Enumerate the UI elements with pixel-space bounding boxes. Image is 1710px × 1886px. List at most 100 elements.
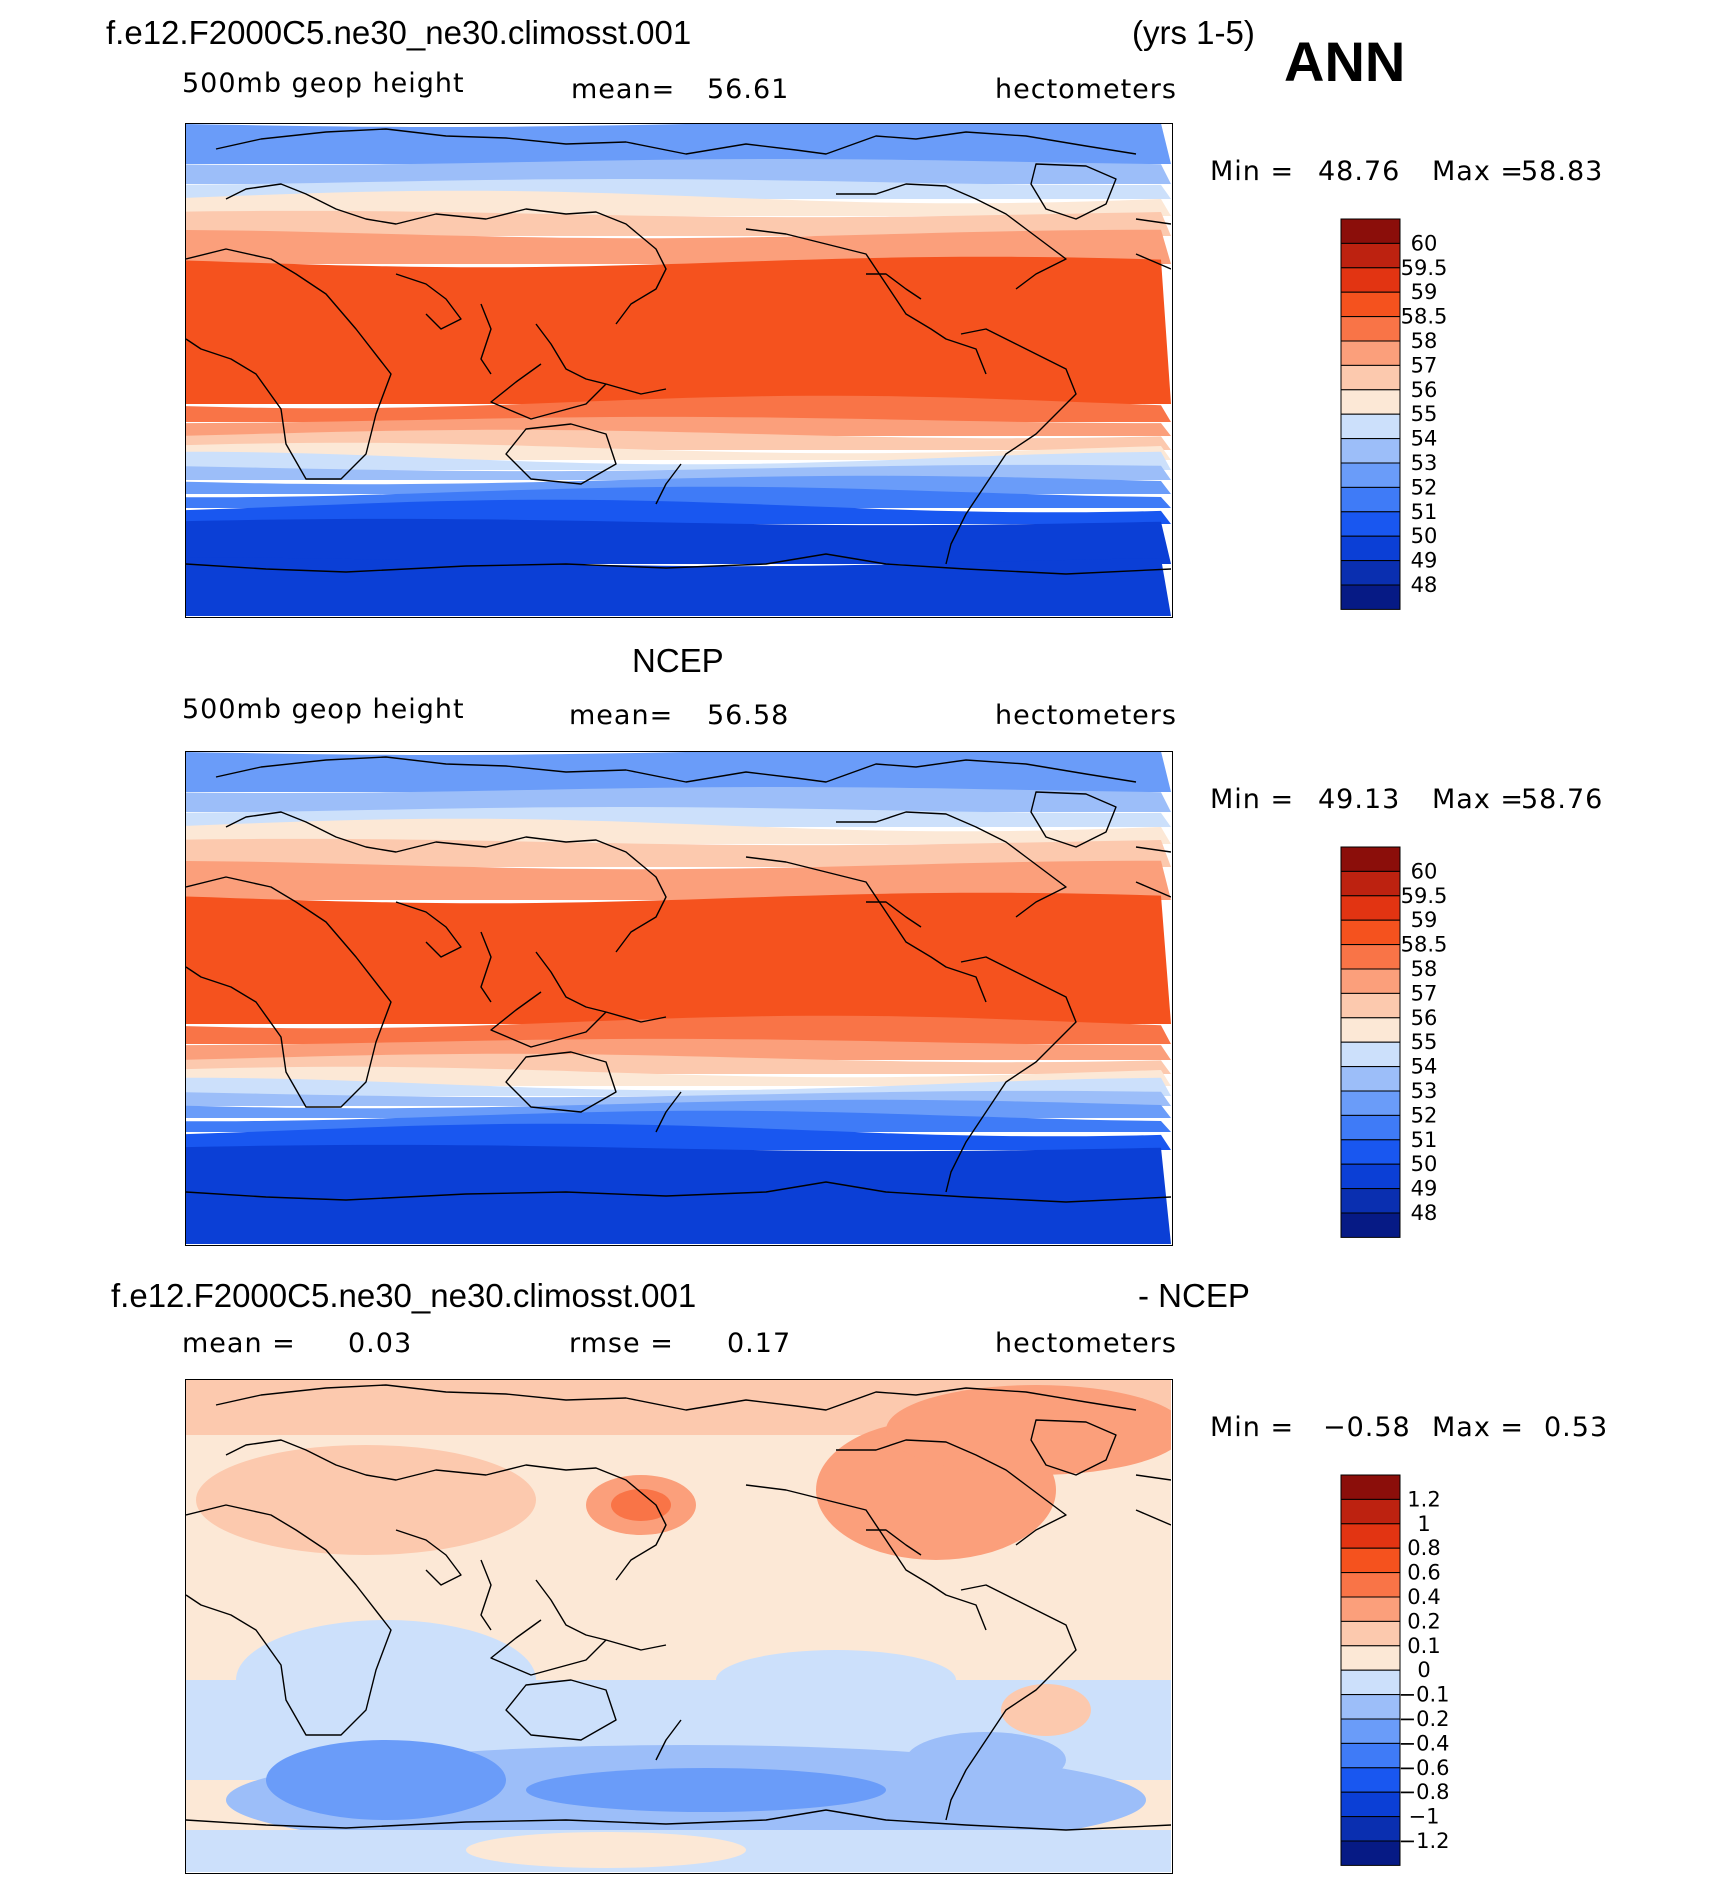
panel2-colorbar-label: 53	[1411, 1079, 1438, 1103]
panel3-min-value: −0.58	[1323, 1412, 1411, 1443]
panel2-mean-label: mean=	[569, 700, 674, 731]
panel1-colorbar-box-5	[1340, 340, 1401, 366]
panel3-rmse-value: 0.17	[727, 1328, 792, 1359]
panel3-colorbar-box-15	[1340, 1840, 1401, 1866]
panel2-colorbar-box-13	[1340, 1163, 1401, 1190]
panel3-field-region	[1001, 1684, 1091, 1736]
panel2-colorbar-box-0	[1340, 846, 1401, 872]
panel3-colorbar-box-8	[1340, 1669, 1401, 1696]
coastline-segment	[215, 1384, 1137, 1411]
panel1-colorbar-box-12	[1340, 511, 1401, 537]
panel3-colorbar-label: −1	[1409, 1805, 1440, 1829]
panel1-colorbar-label: 48	[1411, 573, 1438, 597]
panel3-min-label: Min =	[1210, 1412, 1295, 1443]
panel3-contour-map	[186, 1380, 1171, 1872]
panel1-colorbar-label: 49	[1411, 549, 1438, 573]
panel3-colorbar-label: 0	[1417, 1658, 1430, 1682]
panel3-mean-label: mean =	[182, 1328, 296, 1359]
panel2-colorbar-label: 58.5	[1401, 933, 1448, 957]
panel3-colorbar-label: 0.1	[1407, 1634, 1440, 1658]
years-label: (yrs 1-5)	[1132, 14, 1255, 51]
panel2-colorbar-box-8	[1340, 1041, 1401, 1068]
panel1-colorbar-label: 59	[1411, 280, 1438, 304]
coastline-segment	[655, 1091, 682, 1133]
coastline-segment	[535, 1579, 667, 1651]
coastline-segment	[945, 1584, 1077, 1821]
panel2-field-band	[186, 1077, 1171, 1096]
panel1-colorbar-box-13	[1340, 535, 1401, 562]
panel3-colorbar-box-2	[1340, 1523, 1401, 1549]
panel1-colorbar-label: 59.5	[1401, 256, 1448, 280]
panel1-mean-value: 56.61	[707, 74, 790, 105]
coastline-segment	[480, 931, 492, 1003]
coastline-segment	[186, 1181, 1171, 1203]
panel3-colorbar-label: 1.2	[1407, 1487, 1440, 1511]
panel3-colorbar-box-9	[1340, 1694, 1401, 1720]
panel3-field-region	[886, 1385, 1171, 1475]
panel1-colorbar-label: 50	[1411, 524, 1438, 548]
panel3-colorbar-box-6	[1340, 1620, 1401, 1647]
panel3-field-region	[466, 1832, 746, 1868]
panel1-colorbar-box-0	[1340, 218, 1401, 244]
panel1-min-label: Min =	[1210, 156, 1295, 187]
panel1-colorbar-label: 51	[1411, 500, 1438, 524]
panel2-colorbar-box-12	[1340, 1139, 1401, 1165]
panel3-rmse-label: rmse =	[569, 1328, 674, 1359]
panel2-colorbar-label: 50	[1411, 1152, 1438, 1176]
panel3-units: hectometers	[995, 1328, 1177, 1359]
panel1-field-band	[186, 395, 1171, 422]
panel1-colorbar-box-3	[1340, 291, 1401, 318]
panel1-colorbar-label: 52	[1411, 475, 1438, 499]
panel3-mean-value: 0.03	[348, 1328, 413, 1359]
coastline-segment	[395, 1529, 462, 1586]
coastline-segment	[1030, 791, 1117, 848]
coastline-segment	[186, 248, 392, 480]
panel1-colorbar: 60 59.5 59 58.5 58 57 56 55 54 53 52 51 50 49 48	[1340, 218, 1447, 611]
coastline-segment	[186, 553, 1171, 575]
panel2-map	[185, 751, 1173, 1246]
panel2-contour-map	[186, 752, 1171, 1244]
panel1-coastlines	[186, 128, 1171, 575]
panel2-colorbar-box-11	[1340, 1114, 1401, 1141]
panel3-field-region	[716, 1650, 956, 1710]
panel1-field-band	[186, 210, 1171, 236]
coastline-segment	[215, 128, 1137, 155]
panel3-field-region	[906, 1732, 1066, 1788]
panel2-colorbar-box-2	[1340, 895, 1401, 921]
panel1-min-value: 48.76	[1318, 156, 1401, 187]
coastline-segment	[1135, 1474, 1171, 1481]
coastline-segment	[1030, 163, 1117, 220]
panel2-colorbar-label: 55	[1411, 1030, 1438, 1054]
panel1-variable: 500mb geop height	[182, 68, 465, 99]
panel1-colorbar-box-7	[1340, 389, 1401, 415]
panel3-colorbar-box-7	[1340, 1645, 1401, 1671]
panel1-colorbar-label: 54	[1411, 427, 1438, 451]
panel2-colorbar-label: 57	[1411, 981, 1438, 1005]
panel3-title: f.e12.F2000C5.ne30_ne30.climosst.001	[111, 1277, 697, 1314]
panel1-field-band	[186, 229, 1171, 264]
panel2-min-label: Min =	[1210, 784, 1295, 815]
coastline-segment	[745, 1484, 987, 1631]
panel1-field-band	[186, 518, 1171, 564]
panel2-field-band	[186, 1015, 1171, 1044]
panel3-field-region	[266, 1740, 506, 1820]
panel3-field	[186, 1380, 1171, 1872]
panel2-colorbar-label: 58	[1411, 957, 1438, 981]
coastline-segment	[1030, 1419, 1117, 1476]
panel2-colorbar-label: 48	[1411, 1201, 1438, 1225]
panel2-field-band	[186, 1144, 1171, 1244]
panel2-colorbar: 60 59.5 59 58.5 58 57 56 55 54 53 52 51 50 49 48	[1340, 846, 1447, 1239]
coastline-segment	[215, 756, 1137, 783]
coastline-segment	[655, 463, 682, 505]
panel3-field-region	[611, 1489, 671, 1521]
panel2-colorbar-label: 59.5	[1401, 884, 1448, 908]
panel2-field-band	[186, 1066, 1171, 1086]
panel2-field	[186, 752, 1171, 1244]
panel2-colorbar-label: 56	[1411, 1006, 1438, 1030]
coastline-segment	[186, 876, 392, 1108]
panel2-max-value: 58.76	[1521, 784, 1604, 815]
panel1-contour-map	[186, 124, 1171, 616]
panel2-field-band	[186, 838, 1171, 867]
